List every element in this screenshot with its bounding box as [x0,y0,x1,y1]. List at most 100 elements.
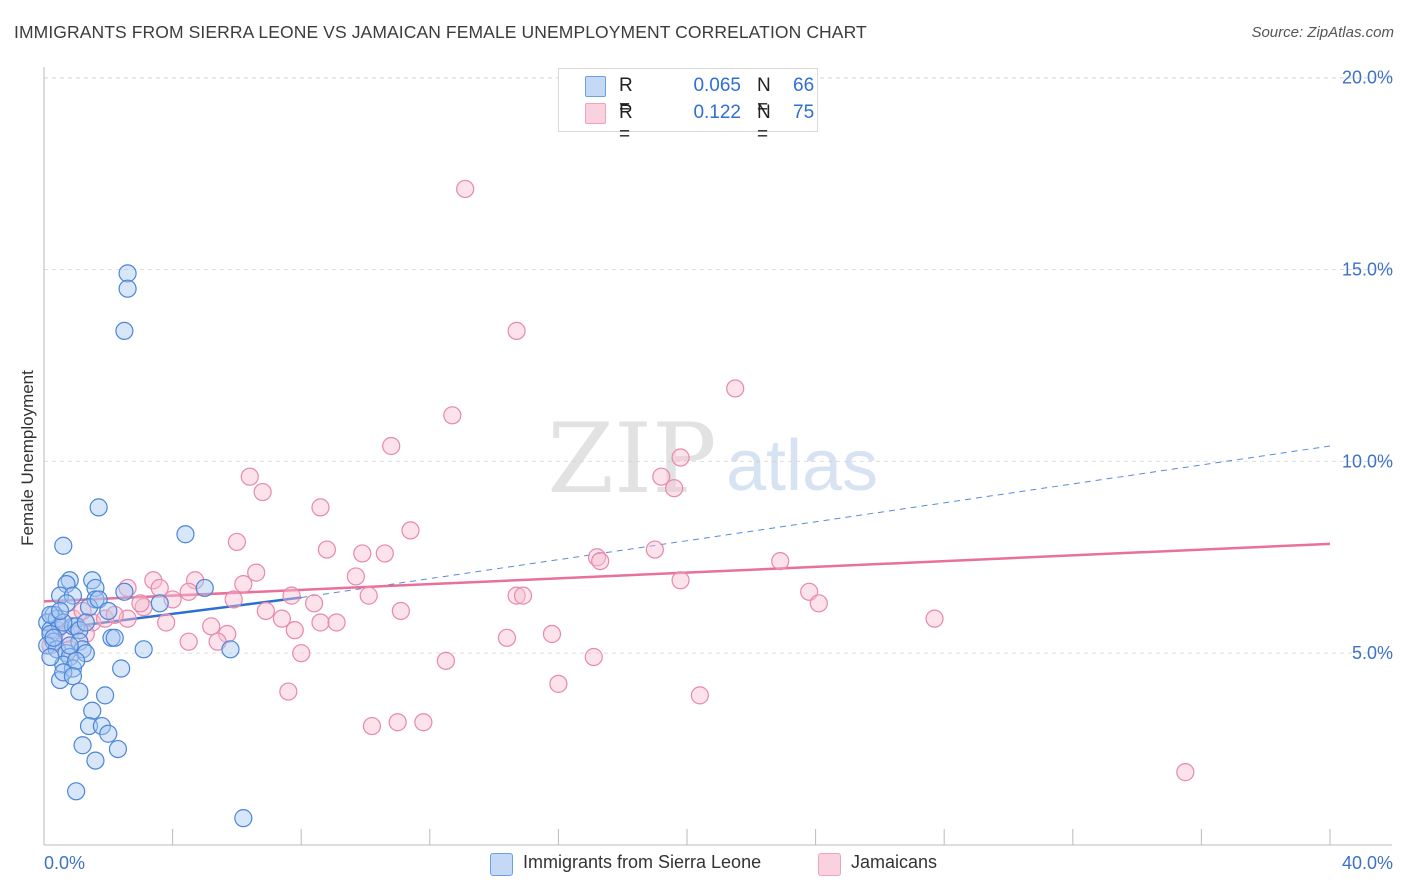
legend-label: Immigrants from Sierra Leone [523,852,762,872]
legend-label: Jamaicans [851,852,938,872]
jamaicans-point [591,551,610,571]
sierra-leone-point [150,594,169,613]
jamaicans-point [150,578,169,598]
x-tick-label: 40.0% [1342,853,1393,873]
jamaicans-point [311,498,330,517]
jamaicans-point [414,713,433,732]
jamaicans-point [436,651,455,670]
chart-title: IMMIGRANTS FROM SIERRA LEONE VS JAMAICAN… [14,22,867,42]
jamaicans-point [809,594,828,613]
x-tick-label: 0.0% [44,853,85,873]
jamaicans-point [671,571,690,590]
sierra-leone-point [99,724,118,743]
legend-n-label: N = [757,75,771,118]
correlation-legend: R = 0.065 N = 66 R = 0.122 N = 75 [558,68,818,145]
jamaicans-point [542,624,562,644]
jamaicans-point [401,521,420,540]
jamaicans-point [549,674,568,693]
jamaicans-point [131,594,150,613]
sierra-leone-point [118,279,137,298]
sierra-leone-point [79,716,99,736]
sierra-leone-point [195,578,214,598]
y-tick-label: 20.0% [1342,68,1393,88]
jamaicans-point [218,624,237,644]
sierra-leone-point [57,575,76,594]
jamaicans-point [317,540,337,559]
sierra-leone-point [54,536,73,555]
jamaicans-point [311,613,330,632]
jamaicans-point [690,686,709,705]
jamaicans-point [391,601,410,621]
jamaicans-point [645,540,664,559]
sierra-leone-point [95,686,115,705]
sierra-leone-point [76,613,95,632]
jamaicans-point [227,532,246,552]
legend-r-label: R = [619,75,633,118]
sierra-leone-point [108,739,128,759]
jamaicans-point [353,544,372,563]
jamaicans-point [346,567,365,586]
sierra-leone-point [50,601,70,621]
jamaicans-point [382,436,401,456]
sierra-leone-trend-line [43,596,302,632]
jamaicans-point [652,467,671,486]
sierra-leone-point [115,321,134,341]
legend-swatch-blue [585,76,606,97]
jamaicans-point [497,628,517,647]
jamaicans-point [925,609,944,628]
jamaicans-point [375,544,394,563]
sierra-leone-point [63,667,83,686]
sierra-leone-point [99,601,118,621]
watermark-zip: ZIP [547,403,716,515]
trend-lines [43,445,1331,632]
legend-n-value: 75 [793,102,815,123]
y-tick-label: 10.0% [1342,451,1393,471]
jamaicans-point [771,551,790,571]
y-tick-label: 5.0% [1352,643,1393,663]
sierra-leone-point [83,701,102,720]
jamaicans-point [279,682,298,701]
sierra-leone-point [70,682,89,701]
jamaicans-point [443,406,462,425]
jamaicans-point [256,601,275,621]
jamaicans-point [186,571,205,590]
sierra-leone-point [44,628,63,647]
sierra-leone-point [67,782,86,801]
legend-r-value: 0.065 [693,75,741,96]
source-note: Source: ZipAtlas.com [1251,24,1394,41]
jamaicans-point [285,621,304,640]
jamaicans-point [157,613,176,632]
sierra-leone-point [221,640,240,659]
sierra-leone-point [54,663,73,682]
sierra-leone-point [176,525,195,544]
jamaicans-point [362,716,382,736]
sierra-leone-point [89,498,108,517]
sierra-leone-point [41,647,60,667]
jamaicans-point [584,647,603,667]
jamaicans-point [272,609,292,628]
sierra-leone-points [38,264,253,828]
jamaicans-point [671,448,690,467]
sierra-leone-point [67,651,86,670]
jamaicans-point [247,563,266,582]
jamaicans-point [456,179,475,199]
gridlines [44,77,1392,654]
sierra-leone-point [115,582,134,601]
jamaicans-point [202,617,221,636]
sierra-leone-point [105,628,124,647]
jamaicans-point [726,379,745,398]
legend-r-value: 0.122 [693,102,741,123]
legend-n-label: N = [757,102,771,145]
jamaicans-point [282,586,301,605]
y-tick-label: 15.0% [1342,260,1393,280]
sierra-leone-trend-extension [301,445,1331,599]
watermark-atlas: atlas [726,426,878,506]
axes [43,67,1392,846]
sierra-leone-point [134,640,153,659]
jamaicans-point [513,586,533,605]
jamaicans-point [179,582,198,601]
legend-r-label: R = [619,102,633,145]
legend-swatch-pink [818,853,841,876]
jamaicans-point [224,590,243,609]
